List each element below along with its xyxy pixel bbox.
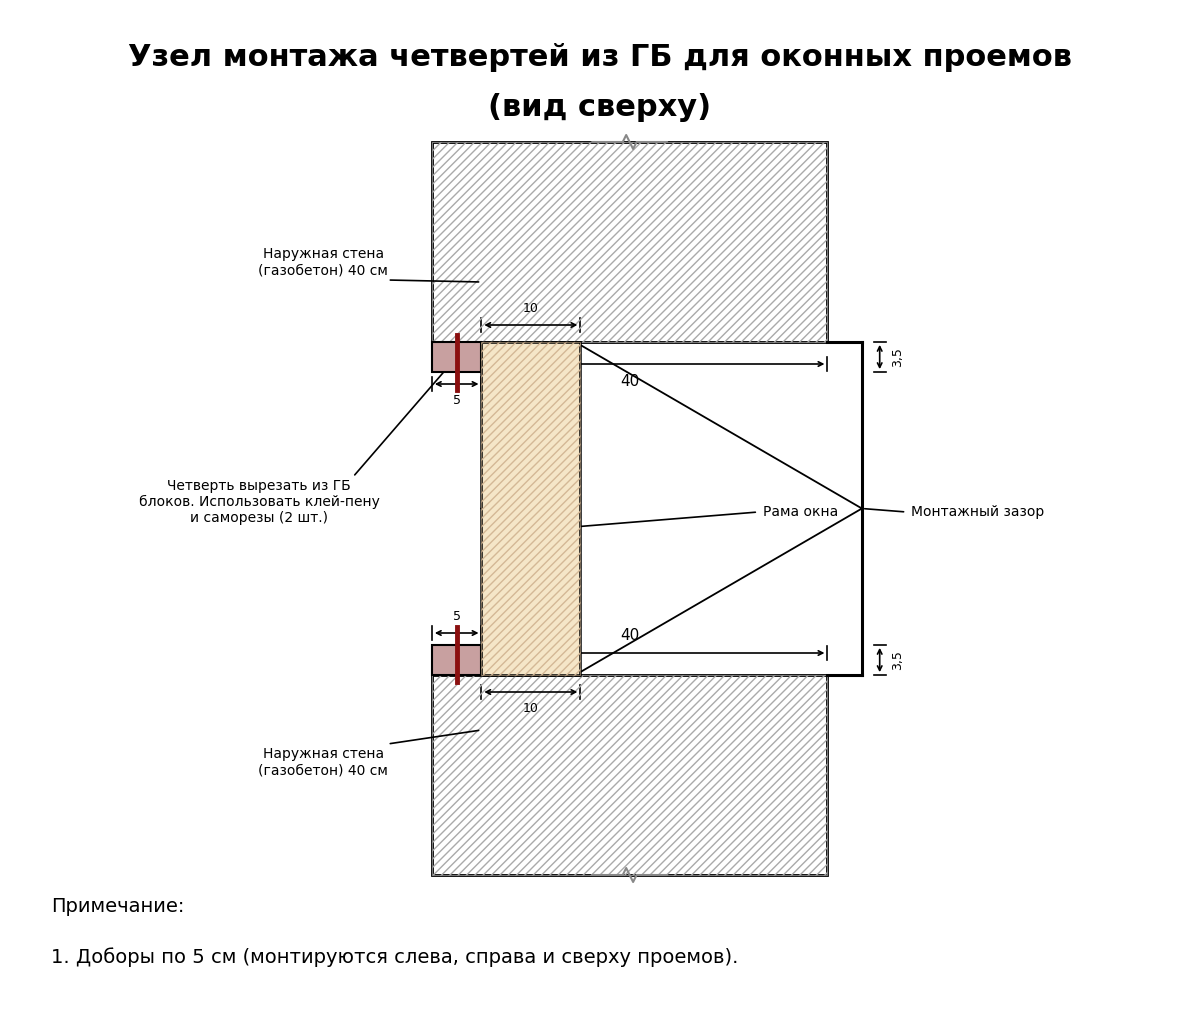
Text: Наружная стена
(газобетон) 40 см: Наружная стена (газобетон) 40 см	[258, 746, 389, 777]
Text: 3,5: 3,5	[892, 347, 905, 367]
Bar	[481, 342, 581, 675]
Text: 1. Доборы по 5 см (монтируются слева, справа и сверху проемов).: 1. Доборы по 5 см (монтируются слева, сп…	[52, 947, 739, 967]
Text: 40: 40	[620, 629, 640, 643]
Text: Четверть вырезать из ГБ
блоков. Использовать клей-пену
и саморезы (2 шт.): Четверть вырезать из ГБ блоков. Использо…	[138, 479, 379, 525]
Bar	[432, 142, 827, 342]
Text: 3,5: 3,5	[892, 650, 905, 670]
Text: Рама окна: Рама окна	[763, 505, 839, 519]
Text: 40: 40	[620, 374, 640, 388]
Text: 10: 10	[523, 702, 539, 715]
Bar	[432, 675, 827, 875]
Text: Примечание:: Примечание:	[52, 897, 185, 916]
Bar	[432, 675, 827, 875]
Text: (вид сверху): (вид сверху)	[488, 93, 712, 121]
Text: 10: 10	[523, 302, 539, 315]
Text: Наружная стена
(газобетон) 40 см: Наружная стена (газобетон) 40 см	[258, 247, 389, 277]
Text: 5: 5	[452, 610, 461, 623]
Text: Узел монтажа четвертей из ГБ для оконных проемов: Узел монтажа четвертей из ГБ для оконных…	[128, 43, 1072, 71]
Text: Монтажный зазор: Монтажный зазор	[911, 505, 1044, 519]
Text: 5: 5	[452, 394, 461, 407]
Bar	[481, 342, 581, 675]
Bar	[432, 645, 481, 675]
Bar	[432, 342, 481, 372]
Bar	[432, 142, 827, 342]
